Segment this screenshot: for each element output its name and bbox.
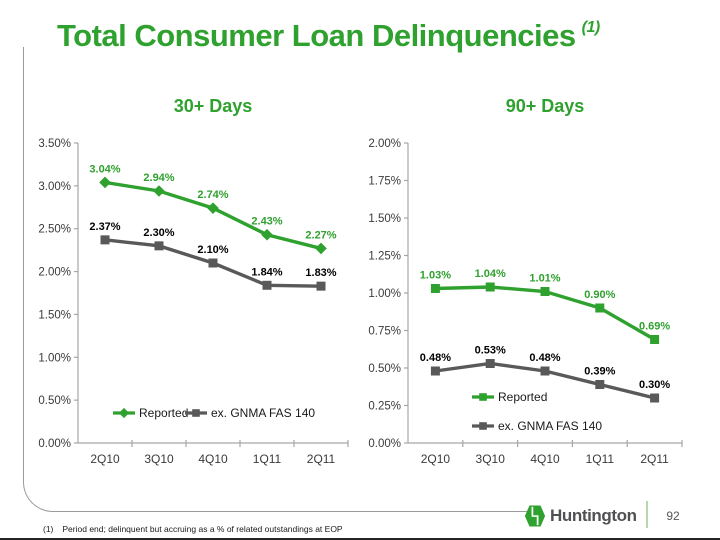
svg-text:3.50%: 3.50% (38, 138, 71, 150)
page-title: Total Consumer Loan Delinquencies (1) (57, 18, 600, 54)
svg-text:3Q10: 3Q10 (476, 452, 506, 466)
svg-text:2.94%: 2.94% (143, 172, 174, 184)
svg-text:2.37%: 2.37% (89, 221, 120, 233)
svg-text:0.75%: 0.75% (368, 326, 401, 338)
svg-text:2Q11: 2Q11 (640, 452, 669, 466)
footnote-text: Period end; delinquent but accruing as a… (62, 524, 343, 534)
chart-30-days: 30+ Days 3.50% 3.00% 2.50% 2.00% 1.50% 1.00% 0.… (38, 96, 349, 466)
content-frame-border (23, 47, 533, 512)
svg-text:1Q11: 1Q11 (253, 452, 282, 466)
svg-text:2.00%: 2.00% (38, 267, 71, 279)
svg-text:4Q10: 4Q10 (530, 452, 560, 466)
svg-text:1.03%: 1.03% (420, 270, 451, 282)
svg-text:3Q10: 3Q10 (144, 452, 174, 466)
svg-text:2.10%: 2.10% (197, 244, 228, 256)
svg-text:1.50%: 1.50% (38, 309, 71, 321)
svg-text:1.01%: 1.01% (529, 273, 560, 285)
svg-text:2Q10: 2Q10 (90, 452, 120, 466)
svg-text:4Q10: 4Q10 (198, 452, 228, 466)
svg-text:0.90%: 0.90% (584, 289, 615, 301)
svg-text:1.84%: 1.84% (251, 266, 282, 278)
svg-text:0.30%: 0.30% (639, 379, 670, 391)
svg-text:90+ Days: 90+ Days (506, 96, 585, 116)
svg-text:0.00%: 0.00% (368, 438, 401, 450)
svg-text:2.27%: 2.27% (305, 229, 336, 241)
svg-text:0.00%: 0.00% (38, 438, 71, 450)
footnote-number: (1) (43, 524, 54, 534)
svg-text:30+ Days: 30+ Days (174, 96, 253, 116)
svg-text:1.00%: 1.00% (368, 288, 401, 300)
svg-text:2.50%: 2.50% (38, 224, 71, 236)
svg-text:2.00%: 2.00% (368, 138, 401, 150)
page-title-text: Total Consumer Loan Delinquencies (57, 18, 576, 53)
footer-divider (646, 501, 648, 528)
huntington-wordmark: Huntington (550, 506, 637, 525)
page-number: 92 (666, 509, 680, 523)
svg-text:Reported: Reported (139, 406, 188, 420)
svg-text:Reported: Reported (498, 390, 547, 404)
svg-text:2.43%: 2.43% (251, 216, 282, 228)
svg-text:1.75%: 1.75% (368, 176, 401, 188)
chart-90-days: 90+ Days 2.00% 1.75% 1.50% 1.25% 1.00% 0.75% 0.… (368, 96, 683, 466)
svg-text:0.25%: 0.25% (368, 401, 401, 413)
svg-text:2Q11: 2Q11 (307, 452, 336, 466)
svg-text:1.83%: 1.83% (305, 267, 336, 279)
svg-text:3.04%: 3.04% (89, 163, 120, 175)
svg-text:0.69%: 0.69% (639, 321, 670, 333)
svg-text:1.25%: 1.25% (368, 251, 401, 263)
svg-text:0.39%: 0.39% (584, 366, 615, 378)
svg-text:0.48%: 0.48% (529, 352, 560, 364)
svg-text:ex. GNMA FAS 140: ex. GNMA FAS 140 (211, 406, 315, 420)
svg-text:1.50%: 1.50% (368, 213, 401, 225)
svg-text:2.30%: 2.30% (143, 227, 174, 239)
svg-text:1Q11: 1Q11 (586, 452, 615, 466)
svg-text:0.48%: 0.48% (420, 352, 451, 364)
svg-text:0.50%: 0.50% (38, 395, 71, 407)
svg-text:ex. GNMA FAS 140: ex. GNMA FAS 140 (498, 419, 602, 433)
svg-text:2.74%: 2.74% (197, 189, 228, 201)
svg-text:1.04%: 1.04% (475, 268, 506, 280)
footnote-reference: (1) (581, 19, 601, 36)
svg-text:3.00%: 3.00% (38, 181, 71, 193)
svg-text:2Q10: 2Q10 (421, 452, 451, 466)
huntington-logo-icon (524, 505, 546, 527)
svg-text:1.00%: 1.00% (38, 352, 71, 364)
footnote: (1) Period end; delinquent but accruing a… (43, 524, 343, 534)
svg-text:0.50%: 0.50% (368, 363, 401, 375)
svg-text:0.53%: 0.53% (475, 345, 506, 357)
slide-bottom-edge (0, 538, 720, 540)
